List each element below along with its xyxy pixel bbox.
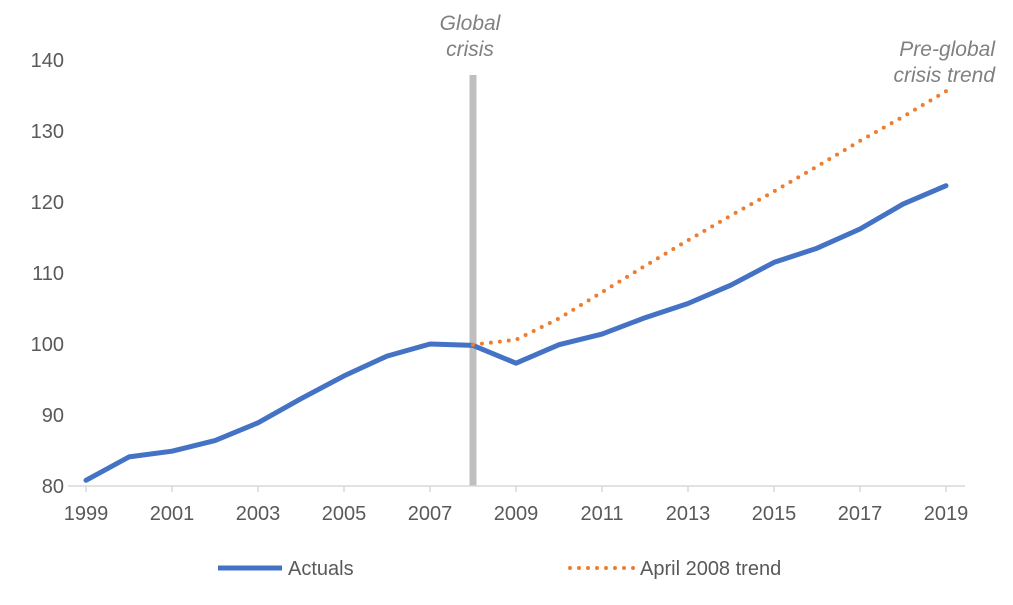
trend-annotation-label: Pre-global — [899, 38, 996, 61]
legend: Actuals April 2008 trend — [218, 558, 781, 580]
y-tick-label: 80 — [42, 476, 64, 498]
x-tick-label: 2003 — [236, 503, 281, 525]
series-line-april-2008-trend — [471, 89, 948, 347]
x-tick-label: 2013 — [666, 503, 711, 525]
crisis-marker-group: Global crisis — [440, 12, 502, 486]
x-tick-label: 2001 — [150, 503, 195, 525]
series-group — [83, 89, 949, 483]
x-tick-label: 2019 — [924, 503, 969, 525]
x-tick-label: 1999 — [64, 503, 109, 525]
series-line-actuals — [83, 183, 949, 483]
x-tick-label: 2015 — [752, 503, 797, 525]
trend-annotation-label: crisis trend — [893, 64, 996, 87]
legend-label: Actuals — [288, 558, 354, 580]
y-tick-label: 140 — [31, 50, 64, 72]
y-tick-label: 120 — [31, 192, 64, 214]
crisis-marker-label: Global — [440, 12, 502, 35]
y-tick-label: 100 — [31, 334, 64, 356]
x-tick-label: 2009 — [494, 503, 539, 525]
axes: 1999 2001 2003 2005 2007 2009 2011 2013 2015 2017… — [31, 50, 969, 525]
crisis-marker-label: crisis — [446, 38, 494, 61]
x-tick-label: 2005 — [322, 503, 367, 525]
legend-label: April 2008 trend — [640, 558, 781, 580]
annotations: Pre-global crisis trend — [893, 38, 996, 87]
x-tick-label: 2011 — [580, 503, 623, 525]
y-tick-label: 90 — [42, 405, 64, 427]
y-tick-label: 110 — [32, 263, 64, 285]
y-tick-label: 130 — [31, 121, 64, 143]
x-tick-label: 2007 — [408, 503, 453, 525]
x-tick-label: 2017 — [838, 503, 883, 525]
